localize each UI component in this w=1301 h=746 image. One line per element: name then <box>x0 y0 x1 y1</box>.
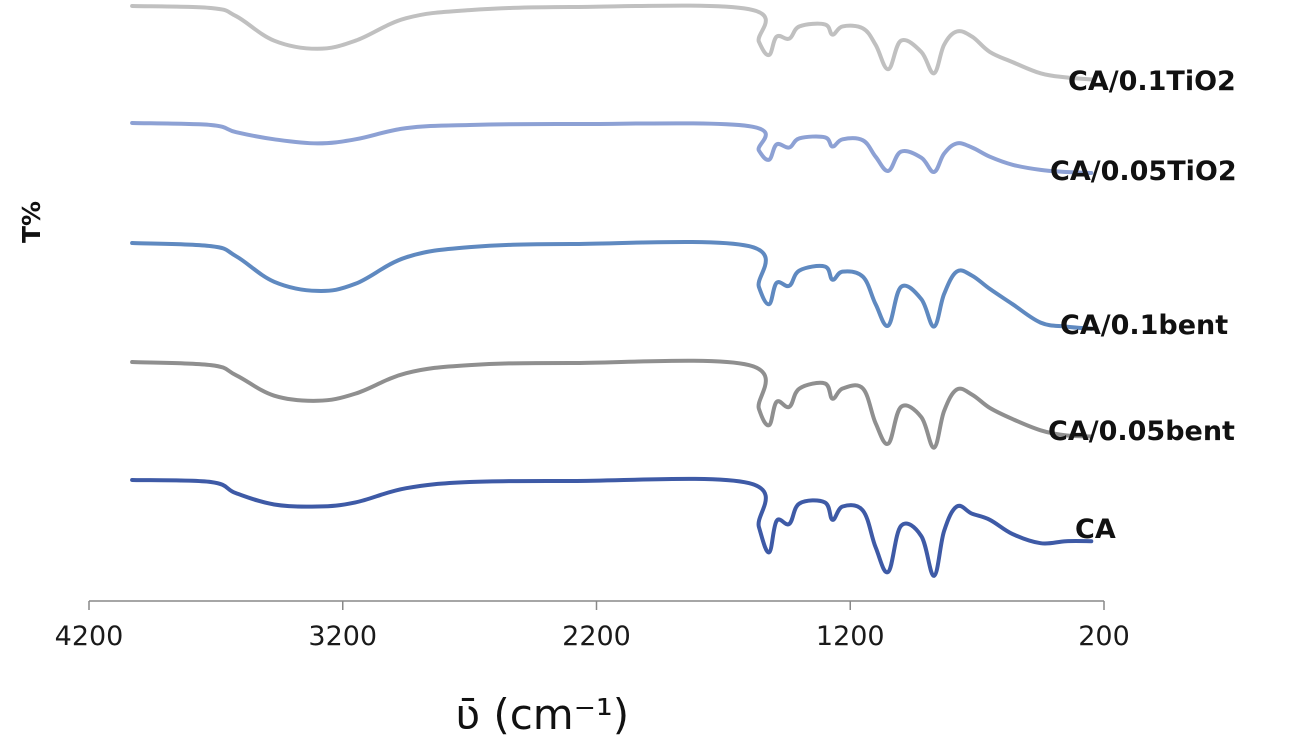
x-tick-label: 200 <box>1078 621 1130 652</box>
series-label-ca-0-05bent: CA/0.05bent <box>1048 416 1235 447</box>
series-line-ca-0-05tio2 <box>130 121 1094 175</box>
x-tick-label: 4200 <box>55 621 124 652</box>
series-line-ca <box>130 476 1094 578</box>
series-layer <box>130 3 1094 578</box>
x-tick-label: 1200 <box>816 621 885 652</box>
x-tick-label: 3200 <box>308 621 377 652</box>
series-label-layer: CA/0.1TiO2 CA/0.05TiO2 CA/0.1bent CA/0.05be… <box>1048 66 1237 545</box>
series-label-ca-0-1tio2: CA/0.1TiO2 <box>1068 66 1236 97</box>
x-tick-layer: 4200 3200 2200 1200 200 <box>55 601 1130 652</box>
y-axis-label: T% <box>17 201 46 243</box>
series-label-ca-0-05tio2: CA/0.05TiO2 <box>1050 156 1237 187</box>
series-line-ca-0-1bent <box>130 239 1094 331</box>
series-line-ca-0-1tio2 <box>130 3 1094 82</box>
x-axis-label: ʋ̄ (cm⁻¹) <box>455 690 629 739</box>
x-tick-label: 2200 <box>562 621 631 652</box>
series-line-ca-0-05bent <box>130 358 1094 450</box>
series-label-ca: CA <box>1075 514 1116 545</box>
series-label-ca-0-1bent: CA/0.1bent <box>1060 310 1228 341</box>
